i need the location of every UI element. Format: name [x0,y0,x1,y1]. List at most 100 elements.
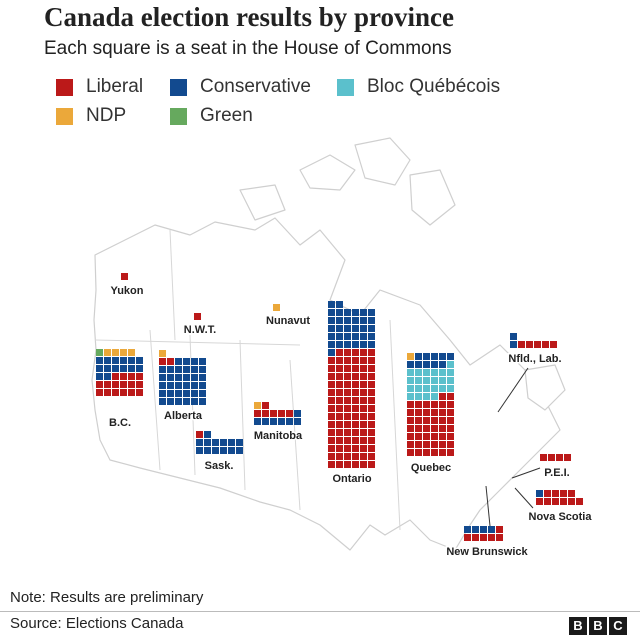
seat-ontario-liberal [344,357,351,364]
legend-item-bloc: Bloc Québécois [337,76,500,98]
seat-ontario-liberal [336,397,343,404]
waffle-ontario [328,301,375,468]
seat-quebec-liberal [447,393,454,400]
seat-b-c-liberal [96,389,103,396]
border-sask-manitoba [239,339,246,491]
seat-quebec-bloc-qu-b-cois [431,377,438,384]
seat-ontario-liberal [368,397,375,404]
seat-new-brunswick-liberal [472,534,479,541]
seat-ontario-liberal [344,461,351,468]
seat-alberta-conservative [175,358,182,365]
leader-nova-scotia [514,487,534,509]
seat-ontario-conservative [360,325,367,332]
seat-quebec-ndp [407,353,414,360]
seat-ontario-conservative [328,341,335,348]
seat-alberta-conservative [183,398,190,405]
seat-alberta-liberal [159,358,166,365]
seat-alberta-conservative [167,374,174,381]
seat-nova-scotia-liberal [552,498,559,505]
seat-alberta-conservative [199,366,206,373]
seat-b-c-conservative [120,357,127,364]
seat-nfld-lab-conservative [510,333,517,340]
seat-b-c-liberal [112,381,119,388]
seat-ontario-conservative [344,333,351,340]
seat-quebec-conservative [423,361,430,368]
seat-manitoba-conservative [294,410,301,417]
seat-alberta-conservative [191,390,198,397]
seat-quebec-liberal [407,441,414,448]
seat-new-brunswick-liberal [464,534,471,541]
seat-p-e-i-liberal [540,454,547,461]
province-labels: Yukon N.W.T. Nunavut B.C. Alberta Sask. Manito… [108,284,594,560]
seat-ontario-conservative [352,317,359,324]
seat-quebec-liberal [439,417,446,424]
seat-quebec-liberal [415,433,422,440]
seat-ontario-conservative [360,333,367,340]
seat-sask-conservative [196,447,203,454]
seat-ontario-conservative [336,301,343,308]
seat-ontario-liberal [336,365,343,372]
seat-ontario-liberal [344,453,351,460]
seat-sask-conservative [204,439,211,446]
seat-quebec-liberal [447,409,454,416]
border-manitoba-ontario [289,359,301,511]
seat-quebec-liberal [431,433,438,440]
seat-manitoba-liberal [254,410,261,417]
seat-alberta-conservative [167,382,174,389]
waffle-n-w-t [194,313,201,320]
seat-quebec-liberal [447,417,454,424]
seat-ontario-liberal [352,413,359,420]
seat-p-e-i-liberal [564,454,571,461]
seat-quebec-liberal [423,433,430,440]
seat-ontario-conservative [328,333,335,340]
seat-quebec-liberal [407,409,414,416]
seat-b-c-conservative [120,365,127,372]
seat-manitoba-conservative [294,418,301,425]
seat-ontario-liberal [360,373,367,380]
seat-b-c-liberal [96,381,103,388]
seat-alberta-conservative [175,366,182,373]
label-nova-scotia: Nova Scotia [529,511,593,523]
seat-quebec-liberal [415,425,422,432]
label-yukon: Yukon [110,285,143,297]
seat-ontario-conservative [328,309,335,316]
seat-nova-scotia-liberal [544,498,551,505]
seat-b-c-conservative [96,357,103,364]
seat-b-c-conservative [96,373,103,380]
seat-ontario-liberal [360,445,367,452]
seat-b-c-conservative [128,365,135,372]
seat-ontario-liberal [344,405,351,412]
seat-nfld-lab-liberal [526,341,533,348]
seat-ontario-liberal [336,381,343,388]
seat-ontario-conservative [344,341,351,348]
seat-quebec-liberal [439,433,446,440]
legend-item-conservative: Conservative [170,76,311,98]
seat-ontario-liberal [368,437,375,444]
seat-ontario-liberal [336,413,343,420]
seat-quebec-liberal [423,441,430,448]
seat-b-c-liberal [120,389,127,396]
seat-sask-conservative [212,447,219,454]
seat-ontario-liberal [328,461,335,468]
seat-nfld-lab-liberal [518,341,525,348]
legend-label-ndp: NDP [86,105,127,126]
chart-title: Canada election results by province [44,2,455,32]
seat-nova-scotia-liberal [560,490,567,497]
seat-quebec-liberal [447,401,454,408]
seat-quebec-liberal [407,449,414,456]
seat-alberta-conservative [183,358,190,365]
seat-quebec-liberal [447,441,454,448]
seat-b-c-liberal [128,381,135,388]
seat-b-c-conservative [104,365,111,372]
seat-quebec-bloc-qu-b-cois [415,385,422,392]
seat-ontario-conservative [336,309,343,316]
seat-quebec-liberal [407,401,414,408]
seat-ontario-conservative [336,341,343,348]
seat-ontario-liberal [360,365,367,372]
seat-ontario-liberal [344,421,351,428]
seat-alberta-conservative [183,382,190,389]
label-ontario: Ontario [332,473,371,485]
seat-alberta-conservative [183,374,190,381]
seat-alberta-conservative [175,398,182,405]
seat-ontario-conservative [368,317,375,324]
